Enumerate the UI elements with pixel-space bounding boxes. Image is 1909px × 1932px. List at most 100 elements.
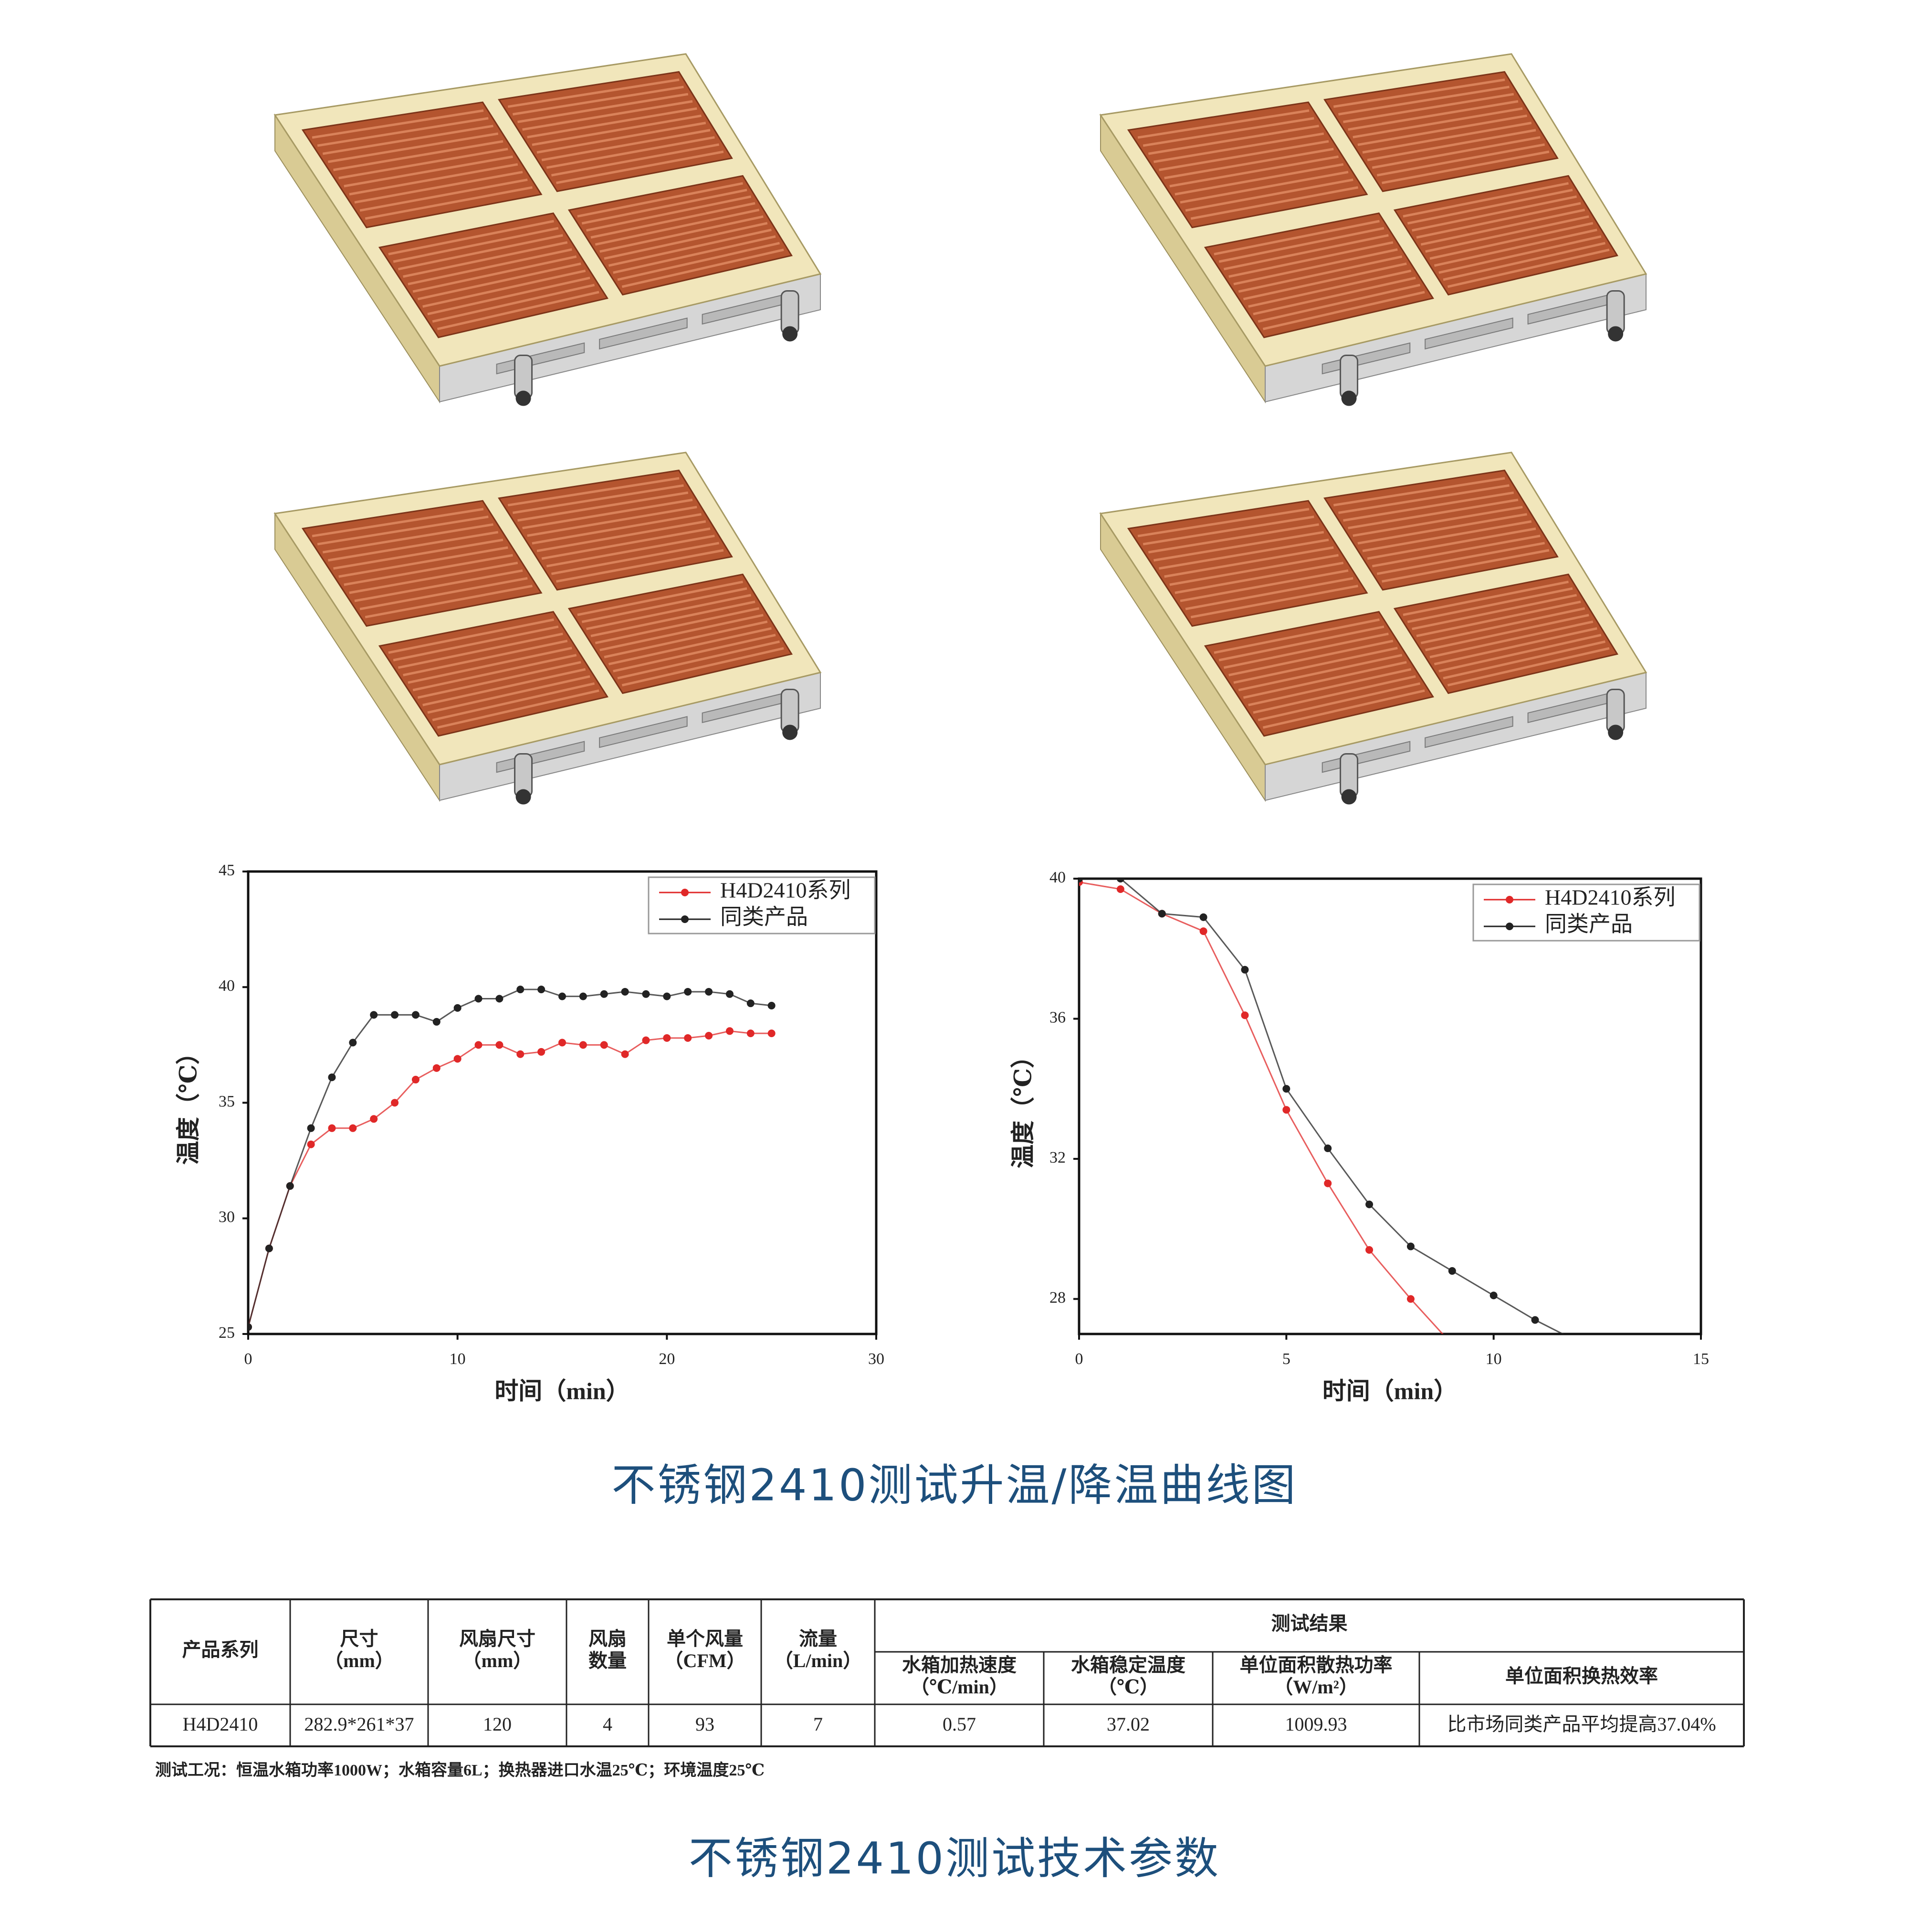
copper-fin xyxy=(328,132,499,163)
table-caption: 不锈钢2410测试技术参数 xyxy=(689,1833,1220,1884)
copper-fin xyxy=(1137,109,1310,139)
copper-fin xyxy=(1382,150,1550,184)
table-header-cell: （CFM） xyxy=(664,1650,745,1671)
copper-fin xyxy=(613,634,776,672)
series-line xyxy=(248,988,772,1327)
data-point xyxy=(746,1029,755,1038)
data-point xyxy=(705,1031,713,1040)
data-point xyxy=(579,992,587,1000)
data-point xyxy=(684,987,692,996)
table-header-cell: 单个风量 xyxy=(667,1628,743,1649)
copper-fin xyxy=(599,614,764,651)
copper-fin xyxy=(365,585,533,619)
copper-fin xyxy=(517,93,689,123)
copper-fin xyxy=(1154,132,1324,163)
copper-fin xyxy=(1343,93,1514,123)
series-line xyxy=(1079,881,1444,1334)
copper-fin xyxy=(1348,100,1519,131)
data-point xyxy=(537,1048,545,1056)
table-header-cell: 水箱稳定温度 xyxy=(1071,1654,1185,1676)
data-point xyxy=(621,987,629,996)
copper-fin xyxy=(581,587,747,623)
data-point xyxy=(767,1029,776,1038)
copper-fin xyxy=(1180,170,1349,204)
copper-fin xyxy=(1175,561,1344,594)
copper-fin xyxy=(1407,587,1573,623)
copper-fin xyxy=(621,248,784,288)
copper-fin xyxy=(532,114,702,146)
copper-fin xyxy=(507,78,680,108)
y-tick-label: 40 xyxy=(219,977,235,995)
x-axis-title: 时间（min） xyxy=(494,1377,629,1404)
copper-fin xyxy=(1372,535,1541,567)
y-tick-label: 30 xyxy=(219,1208,235,1226)
copper-fin xyxy=(1185,577,1353,610)
copper-fin xyxy=(595,607,760,644)
copper-fin xyxy=(1376,143,1545,177)
data-point xyxy=(746,999,755,1008)
data-point xyxy=(328,1124,336,1132)
copper-fin xyxy=(581,189,747,225)
product-image xyxy=(273,452,822,805)
copper-fin xyxy=(608,627,772,666)
legend-dot xyxy=(1506,896,1513,903)
copper-fin xyxy=(1164,147,1334,179)
copper-fin xyxy=(365,186,533,220)
copper-fin xyxy=(1175,163,1344,196)
copper-fin xyxy=(403,241,568,278)
copper-fin xyxy=(536,520,706,552)
x-tick-label: 30 xyxy=(868,1350,884,1368)
data-point xyxy=(495,995,503,1003)
y-tick-label: 28 xyxy=(1049,1289,1066,1306)
y-axis-title: 温度（℃） xyxy=(175,1041,201,1165)
plot-frame xyxy=(247,870,878,1335)
product-slot xyxy=(1425,317,1513,350)
legend-dot xyxy=(1506,923,1513,930)
copper-fin xyxy=(513,484,684,514)
data-point xyxy=(1406,1242,1415,1250)
copper-fin xyxy=(359,577,528,610)
copper-fin xyxy=(1425,215,1589,253)
test-note: 测试工况：恒温水箱功率1000W；水箱容量6L；换热器进口水温25℃；环境温度2… xyxy=(155,1761,765,1779)
copper-fin xyxy=(1238,255,1403,293)
copper-fin xyxy=(1348,498,1519,529)
copper-fin xyxy=(1407,189,1573,225)
table-header-cell: 单位面积换热效率 xyxy=(1505,1665,1658,1687)
copper-fin xyxy=(1343,491,1514,522)
table-header-cell: 尺寸 xyxy=(340,1628,378,1649)
data-point xyxy=(558,992,566,1000)
copper-fin xyxy=(412,654,577,692)
y-tick-label: 36 xyxy=(1049,1008,1066,1026)
data-point xyxy=(558,1039,566,1047)
copper-fin xyxy=(349,163,518,196)
copper-fin xyxy=(1233,248,1398,285)
data-point xyxy=(1448,1267,1456,1275)
copper-fin xyxy=(1148,125,1319,155)
legend-box xyxy=(1472,883,1700,942)
table-header-cell: 测试结果 xyxy=(1271,1613,1348,1634)
copper-fin xyxy=(1376,542,1545,575)
copper-fin xyxy=(408,647,572,684)
copper-fin xyxy=(344,155,513,188)
copper-fin xyxy=(608,229,772,267)
table-cell: 7 xyxy=(813,1713,823,1735)
copper-fin xyxy=(408,248,572,285)
copper-fin xyxy=(1367,527,1536,560)
copper-fin xyxy=(427,276,590,315)
copper-fin xyxy=(1253,675,1416,714)
copper-fin xyxy=(1333,78,1505,108)
table-cell: 93 xyxy=(695,1713,714,1735)
copper-fin xyxy=(1443,640,1606,680)
data-point xyxy=(1116,885,1124,893)
data-point xyxy=(516,1050,524,1058)
copper-fin xyxy=(1353,107,1523,138)
table-header-cell: （W/m²） xyxy=(1274,1676,1358,1698)
copper-fin xyxy=(328,531,499,562)
copper-fin xyxy=(1382,549,1550,583)
copper-fin xyxy=(556,150,724,184)
table-header-cell: （L/min） xyxy=(774,1650,862,1671)
x-tick-label: 5 xyxy=(1282,1350,1290,1368)
copper-fin xyxy=(1443,242,1606,281)
legend-dot xyxy=(681,889,689,896)
copper-fin xyxy=(1148,523,1319,554)
